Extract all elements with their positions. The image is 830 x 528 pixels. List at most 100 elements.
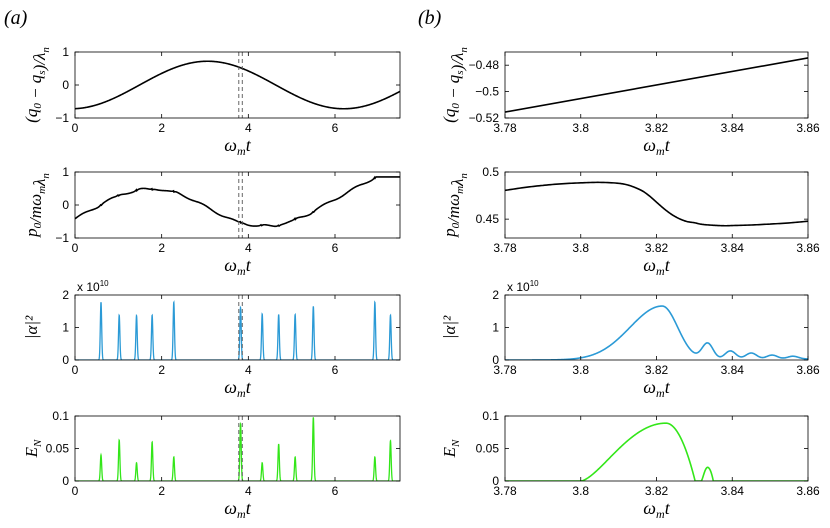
multiplier-label-b3: x 1010 <box>507 279 539 294</box>
series-line-b4 <box>505 422 808 481</box>
y-tick-label-b3-0: 0 <box>492 353 499 367</box>
x-tick-label-b3-3: 3.84 <box>721 363 745 377</box>
axes-a3: 0 2 4 6 0 1 2 ωmt |α|² x 1010 <box>22 279 401 400</box>
plot-area-a4 <box>75 417 400 481</box>
y-tick-label-a2-2: 1 <box>62 165 69 179</box>
x-tick-label-b2-0: 3.78 <box>493 241 517 255</box>
series-line-a1 <box>75 60 400 110</box>
plot-area-b1 <box>505 57 808 113</box>
x-tick-label-a4-1: 2 <box>158 484 165 498</box>
x-axis-label-b3: ωmt <box>643 377 670 400</box>
y-axis-label-a1: (q0 − qs)/λn <box>22 47 52 123</box>
axes-b2: 3.78 3.8 3.82 3.84 3.86 0.45 0.5 ωmt p0/mωmλn <box>440 165 820 278</box>
x-tick-label-a2-3: 6 <box>332 241 339 255</box>
series-line-b1 <box>505 57 808 113</box>
series-line-b2 <box>505 181 808 227</box>
x-axis-label-b4: ωmt <box>643 498 670 521</box>
y-tick-label-a2-1: 0 <box>62 198 69 212</box>
plot-area-a3 <box>75 300 400 360</box>
x-tick-label-a1-2: 4 <box>245 121 252 135</box>
y-axis-label-b2: p0/mωmλn <box>440 173 470 238</box>
y-tick-label-a1-1: 0 <box>62 78 69 92</box>
x-tick-label-a3-2: 4 <box>245 363 252 377</box>
axes-frame-b4 <box>504 415 809 482</box>
y-tick-label-b4-1: 0.05 <box>476 442 500 456</box>
plot-area-a2 <box>75 175 400 228</box>
x-tick-label-a4-0: 0 <box>72 484 79 498</box>
series-line-b3 <box>505 305 808 360</box>
y-axis-label-a2: p0/mωmλn <box>22 173 52 238</box>
x-tick-label-a3-1: 2 <box>158 363 165 377</box>
y-tick-label-b2-1: 0.5 <box>482 165 499 179</box>
x-tick-label-a2-1: 2 <box>158 241 165 255</box>
series-line-a4 <box>75 417 400 481</box>
x-tick-label-a4-3: 6 <box>332 484 339 498</box>
x-tick-label-b3-0: 3.78 <box>493 363 517 377</box>
y-axis-label-b3: |α|² <box>440 315 459 339</box>
y-axis-label-a3: |α|² <box>22 315 41 339</box>
x-tick-label-a4-2: 4 <box>245 484 252 498</box>
x-tick-label-b2-4: 3.86 <box>796 241 820 255</box>
x-tick-label-b4-0: 3.78 <box>493 484 517 498</box>
y-tick-label-a1-2: 1 <box>62 45 69 59</box>
y-tick-label-a3-2: 2 <box>62 288 69 302</box>
x-tick-label-b1-2: 3.82 <box>645 121 669 135</box>
axes-frame-a4 <box>74 415 401 482</box>
x-tick-label-b1-1: 3.8 <box>572 121 589 135</box>
x-tick-label-b4-4: 3.86 <box>796 484 820 498</box>
x-tick-label-a3-3: 6 <box>332 363 339 377</box>
y-tick-label-b4-0: 0 <box>492 474 499 488</box>
y-axis-label-b4: EN <box>440 439 462 458</box>
plot-area-b3 <box>505 305 808 360</box>
series-line-a2 <box>75 175 400 228</box>
x-tick-label-b3-1: 3.8 <box>572 363 589 377</box>
axes-frame-a2 <box>74 171 401 239</box>
x-tick-label-a1-3: 6 <box>332 121 339 135</box>
plot-area-b2 <box>505 181 808 227</box>
plot-area-a1 <box>75 60 400 110</box>
x-axis-label-a3: ωmt <box>224 377 251 400</box>
x-tick-label-b2-3: 3.84 <box>721 241 745 255</box>
panel-label-a: (a) <box>4 7 28 29</box>
x-tick-label-a2-0: 0 <box>72 241 79 255</box>
y-tick-label-a4-1: 0.05 <box>46 442 70 456</box>
x-tick-label-b4-2: 3.82 <box>645 484 669 498</box>
multiplier-label-a3: x 1010 <box>77 279 109 294</box>
x-tick-label-b1-3: 3.84 <box>721 121 745 135</box>
y-tick-label-b4-2: 0.1 <box>482 409 499 423</box>
y-tick-label-a1-0: −1 <box>55 111 69 125</box>
axes-frame-a3 <box>74 294 401 361</box>
x-tick-label-b4-3: 3.84 <box>721 484 745 498</box>
y-axis-label-b1: (q0 − qs)/λn <box>440 47 470 123</box>
y-tick-label-b1-0: −0.52 <box>469 111 500 125</box>
x-tick-label-b2-2: 3.82 <box>645 241 669 255</box>
y-tick-label-b3-2: 2 <box>492 288 499 302</box>
y-tick-label-a2-0: −1 <box>55 231 69 245</box>
plot-area-b4 <box>505 422 808 481</box>
x-axis-label-b1: ωmt <box>643 135 670 158</box>
x-tick-label-b3-2: 3.82 <box>645 363 669 377</box>
x-tick-label-b1-4: 3.86 <box>796 121 820 135</box>
axes-frame-b2 <box>504 171 809 239</box>
y-tick-label-a4-0: 0 <box>62 474 69 488</box>
x-axis-label-a2: ωmt <box>224 255 251 278</box>
y-tick-label-a3-0: 0 <box>62 353 69 367</box>
y-tick-label-b2-0: 0.45 <box>476 212 500 226</box>
x-axis-label-a1: ωmt <box>224 135 251 158</box>
axes-b4: 3.78 3.8 3.82 3.84 3.86 0 0.05 0.1 ωmt EN <box>440 409 820 521</box>
x-tick-label-b4-1: 3.8 <box>572 484 589 498</box>
x-tick-label-b2-1: 3.8 <box>572 241 589 255</box>
y-axis-label-a4: EN <box>22 439 44 458</box>
y-tick-label-b3-1: 1 <box>492 321 499 335</box>
series-line-a3 <box>75 300 400 360</box>
axes-b1: 3.78 3.8 3.82 3.84 3.86 −0.52 −0.5 −0.48 ωmt (q0 … <box>440 47 820 158</box>
y-tick-label-a4-2: 0.1 <box>52 409 69 423</box>
x-axis-label-a4: ωmt <box>224 498 251 521</box>
panel-label-b: (b) <box>418 7 442 29</box>
x-tick-label-a1-1: 2 <box>158 121 165 135</box>
x-tick-label-b1-0: 3.78 <box>493 121 517 135</box>
